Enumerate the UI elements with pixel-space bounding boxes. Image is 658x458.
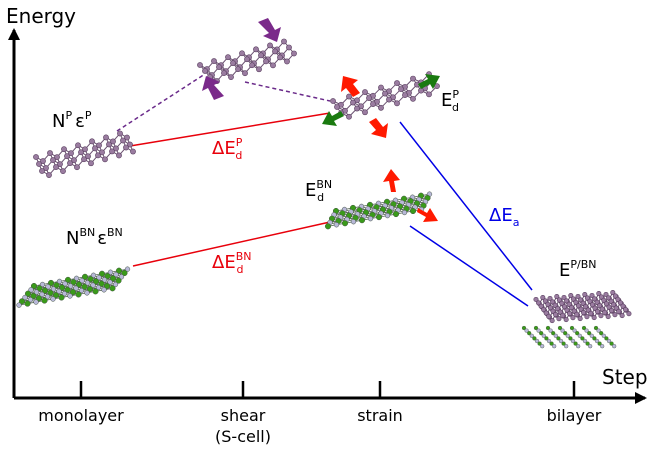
tick-label-shear-sub: (S-cell) [215,427,271,446]
bn-strained [324,191,433,230]
red-line-phosphorene [129,112,331,147]
label-edbn: EBN d [305,178,332,204]
blue-line-bn-bilayer [409,225,529,307]
phosphorene-monolayer [33,130,136,178]
dashed-line-shear-right [244,81,331,102]
red-line-bn [132,221,331,267]
green-arrow-right [418,74,440,89]
x-axis-label: Step [602,365,648,389]
label-delta-ea: ΔEa [489,205,519,229]
green-arrow-left [322,111,344,126]
y-axis-label: Energy [6,4,76,28]
label-epbn: EP/BN [559,258,597,281]
tick-label-shear: shear [221,406,266,425]
red-arrow-bn-right [417,208,438,222]
label-edp: EP d [441,88,459,114]
red-arrow-up-left [341,76,360,97]
dashed-line-shear-left [116,73,206,132]
label-np-ep: NP εP [52,109,92,132]
blue-line-adhesion [399,121,533,291]
label-nbn-ebn: NBN εBN [66,226,123,249]
tick-label-bilayer: bilayer [547,406,602,425]
tick-label-monolayer: monolayer [38,406,124,425]
red-arrow-bn-up [383,169,400,192]
purple-arrow-top [258,18,281,42]
bilayer-heterostructure [521,290,632,349]
bn-monolayer [16,266,131,308]
label-delta-edp: ΔEP d [212,136,243,162]
purple-arrow-bottom [202,76,224,100]
tick-label-strain: strain [357,406,403,425]
red-arrow-down-right [369,118,388,138]
phosphorene-sheared [197,38,297,84]
label-delta-edbn: ΔEBN d [212,250,251,276]
